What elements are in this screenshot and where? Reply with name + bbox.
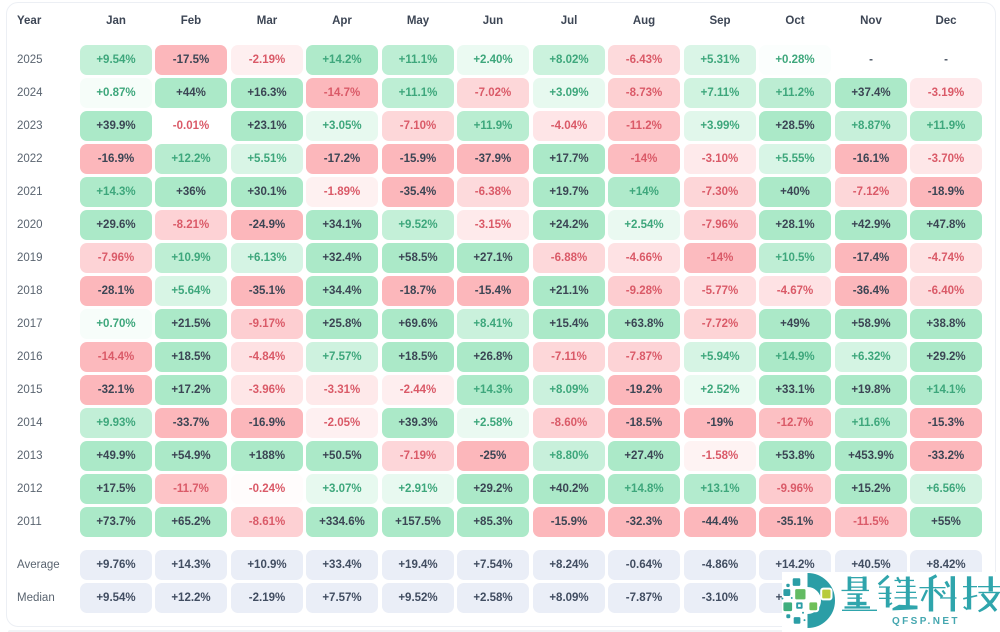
- svg-text:QFSP.NET: QFSP.NET: [892, 616, 960, 627]
